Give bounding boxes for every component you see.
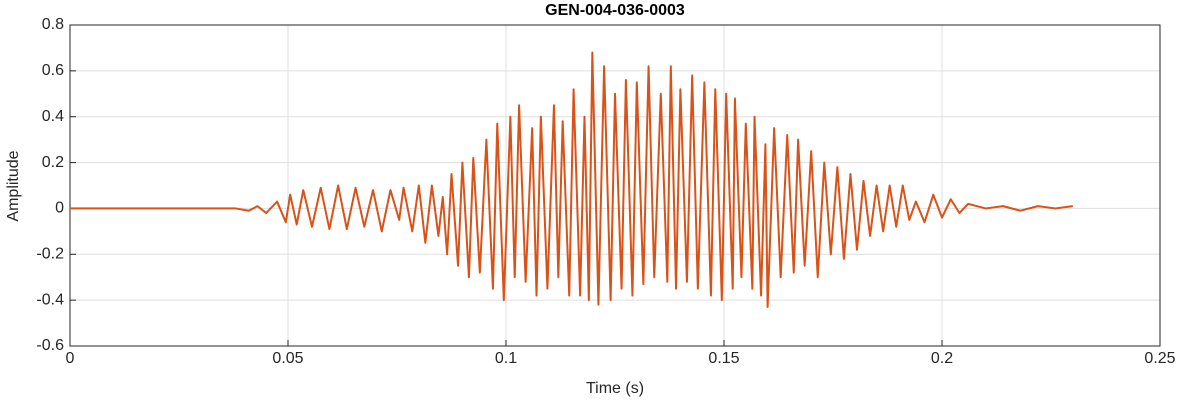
chart-title: GEN-004-036-0003 — [545, 2, 685, 19]
y-tick-label: 0 — [55, 200, 64, 217]
x-tick-label: 0 — [66, 350, 75, 367]
data-line — [70, 51, 1073, 309]
y-tick-label: -0.6 — [36, 337, 64, 354]
y-tick-label: 0.2 — [42, 154, 64, 171]
x-tick-label: 0.15 — [708, 350, 739, 367]
plot-box — [69, 24, 1161, 347]
y-tick-label: 0.4 — [42, 108, 64, 125]
y-axis-label: Amplitude — [5, 150, 22, 221]
y-tick-label: 0.8 — [42, 16, 64, 33]
plot-area — [70, 25, 1160, 346]
y-tick-label: -0.4 — [36, 291, 64, 308]
x-tick-label: 0.05 — [272, 350, 303, 367]
x-tick-label: 0.25 — [1144, 350, 1175, 367]
y-tick-label: -0.2 — [36, 246, 64, 263]
x-tick-label: 0.2 — [931, 350, 953, 367]
x-tick-label: 0.1 — [495, 350, 517, 367]
y-tick-label: 0.6 — [42, 62, 64, 79]
x-axis-label: Time (s) — [586, 380, 644, 397]
